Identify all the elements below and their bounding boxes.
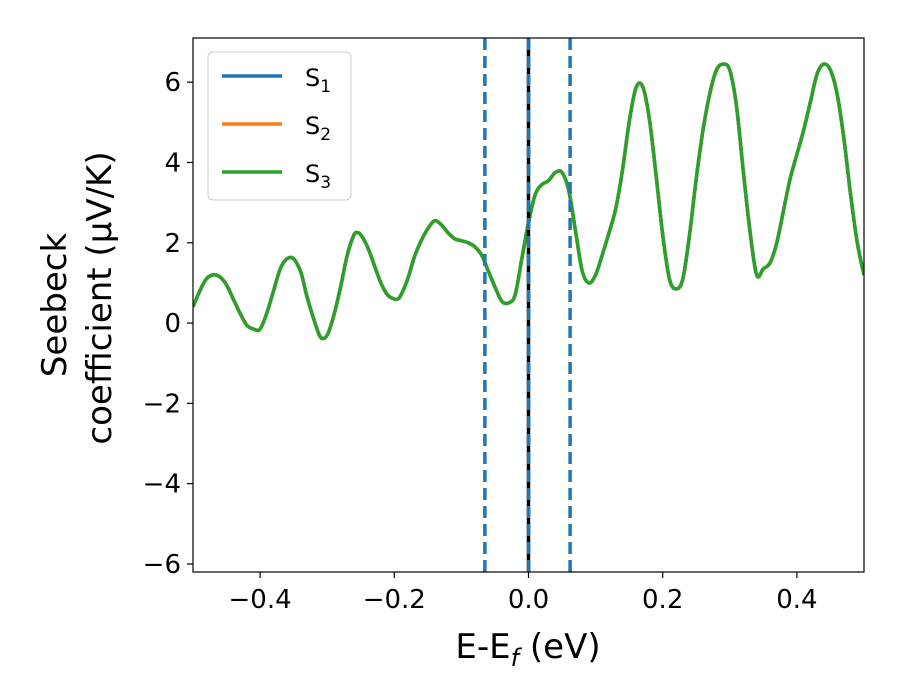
legend-label-s1-sub: 1 [320,77,331,97]
y-tick-label: −6 [143,550,181,580]
legend-label-s2-main: S [305,112,320,140]
x-tick-label: −0.2 [363,585,426,615]
legend: S1 S2 S3 [207,51,352,201]
x-tick-label: 0.0 [508,585,549,615]
x-axis-label-unit: (eV) [519,627,601,667]
vline-layer [483,38,572,572]
x-axis-label: E-Ef (eV) [455,627,600,672]
legend-label-s3: S3 [305,160,331,193]
series-layer [193,62,864,341]
legend-label-s1: S1 [305,64,331,97]
legend-box [207,51,352,201]
x-tick-label: 0.2 [642,585,683,615]
legend-label-s2-sub: 2 [320,125,331,145]
y-axis-label-line1: Seebeck [35,233,75,378]
y-tick-label: 2 [164,229,181,259]
legend-label-s3-main: S [305,160,320,188]
legend-label-s3-sub: 3 [320,173,331,193]
y-tick-label: 4 [164,148,181,178]
y-tick-label: −2 [143,389,181,419]
x-ticks: −0.4 −0.2 0.0 0.2 0.4 [229,572,818,615]
legend-label-s2: S2 [305,112,331,145]
y-tick-label: 6 [164,68,181,98]
x-tick-label: 0.4 [776,585,817,615]
legend-label-s1-main: S [305,64,320,92]
y-ticks: −6 −4 −2 0 2 4 6 [143,68,193,580]
x-tick-label: −0.4 [229,585,292,615]
series-line-s3 [193,62,864,341]
y-axis-label-line2: coefficient (μV/K) [80,151,120,444]
y-tick-label: 0 [164,309,181,339]
x-axis-label-main: E-E [455,627,510,667]
y-tick-label: −4 [143,470,181,500]
